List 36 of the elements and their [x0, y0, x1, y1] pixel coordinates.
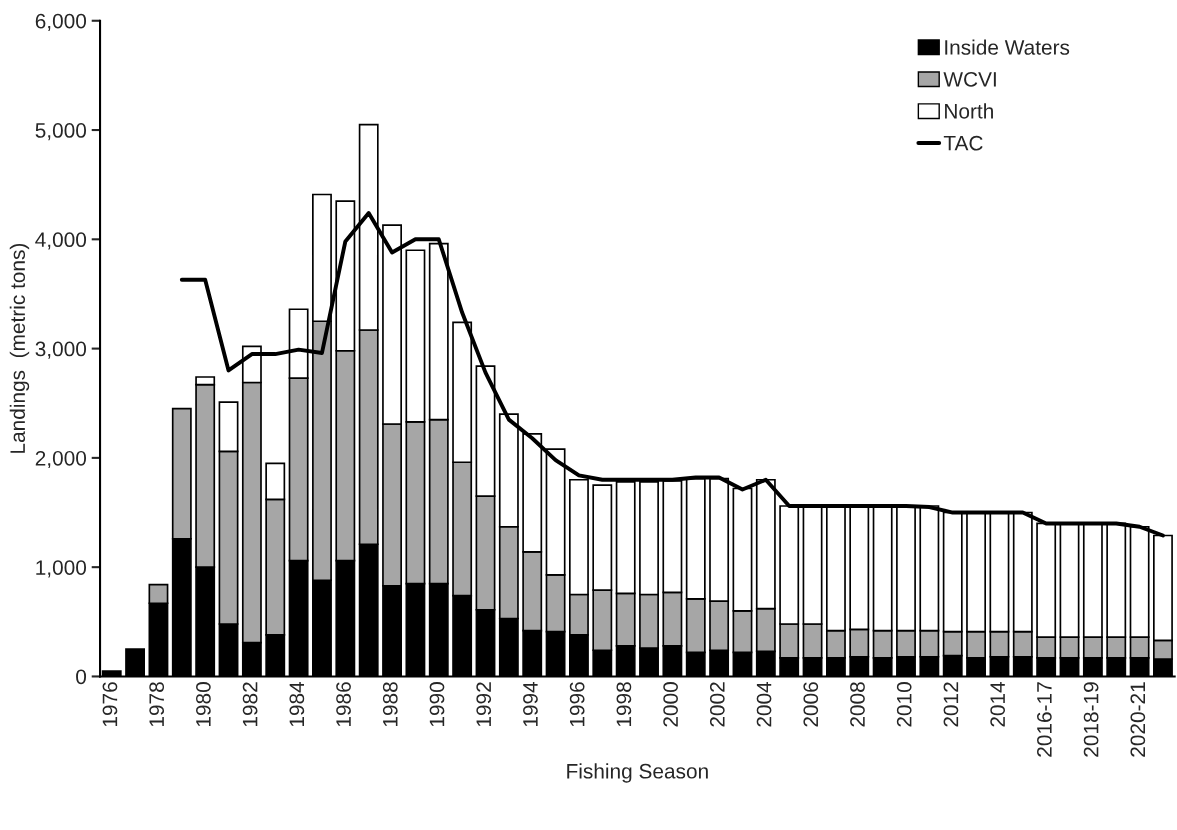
x-tick-label: 1978 [149, 682, 165, 727]
x-tick-label: 2016-17 [1037, 682, 1052, 757]
x-tick-label: 2006 [803, 682, 819, 727]
x-tick-label: 1980 [196, 682, 211, 727]
y-tick-label: 2,000 [35, 450, 87, 469]
x-axis-title: Fishing Season [567, 763, 708, 783]
legend-label: WCVI [943, 71, 996, 87]
x-tick-label: 1984 [289, 681, 305, 727]
legend-label: Inside Waters [945, 39, 1070, 55]
y-tick-label: 5,000 [35, 123, 87, 141]
x-tick-label: 2002 [709, 682, 725, 727]
x-tick-label: 1976 [102, 682, 118, 727]
x-tick-label: 2018-19 [1083, 682, 1099, 757]
y-axis-title: Landings (metric tons) [9, 243, 30, 453]
x-tick-label: 2004 [756, 681, 772, 727]
x-tick-label: 1988 [382, 682, 398, 727]
legend-label: TAC [943, 135, 983, 151]
x-tick-label: 1996 [569, 682, 585, 727]
x-tick-label: 1990 [429, 682, 445, 727]
y-tick-label: 1,000 [36, 560, 87, 578]
y-tick-label: 3,000 [35, 341, 87, 359]
y-tick-label: 0 [76, 669, 87, 685]
y-tick-label: 6,000 [35, 13, 87, 31]
x-tick-label: 2014 [990, 681, 1006, 727]
x-tick-label: 2000 [663, 682, 678, 727]
x-tick-label: 1982 [242, 682, 258, 727]
x-tick-label: 1998 [616, 682, 632, 727]
x-tick-label: 2020-21 [1130, 682, 1146, 757]
x-tick-label: 1986 [336, 682, 351, 727]
x-tick-label: 2012 [943, 682, 959, 727]
x-tick-label: 1992 [476, 682, 492, 727]
legend-label: North [945, 103, 993, 119]
x-tick-label: 2010 [896, 682, 912, 727]
y-tick-label: 4,000 [35, 232, 87, 250]
x-tick-label: 1994 [523, 681, 538, 727]
x-tick-label: 2008 [850, 682, 865, 727]
